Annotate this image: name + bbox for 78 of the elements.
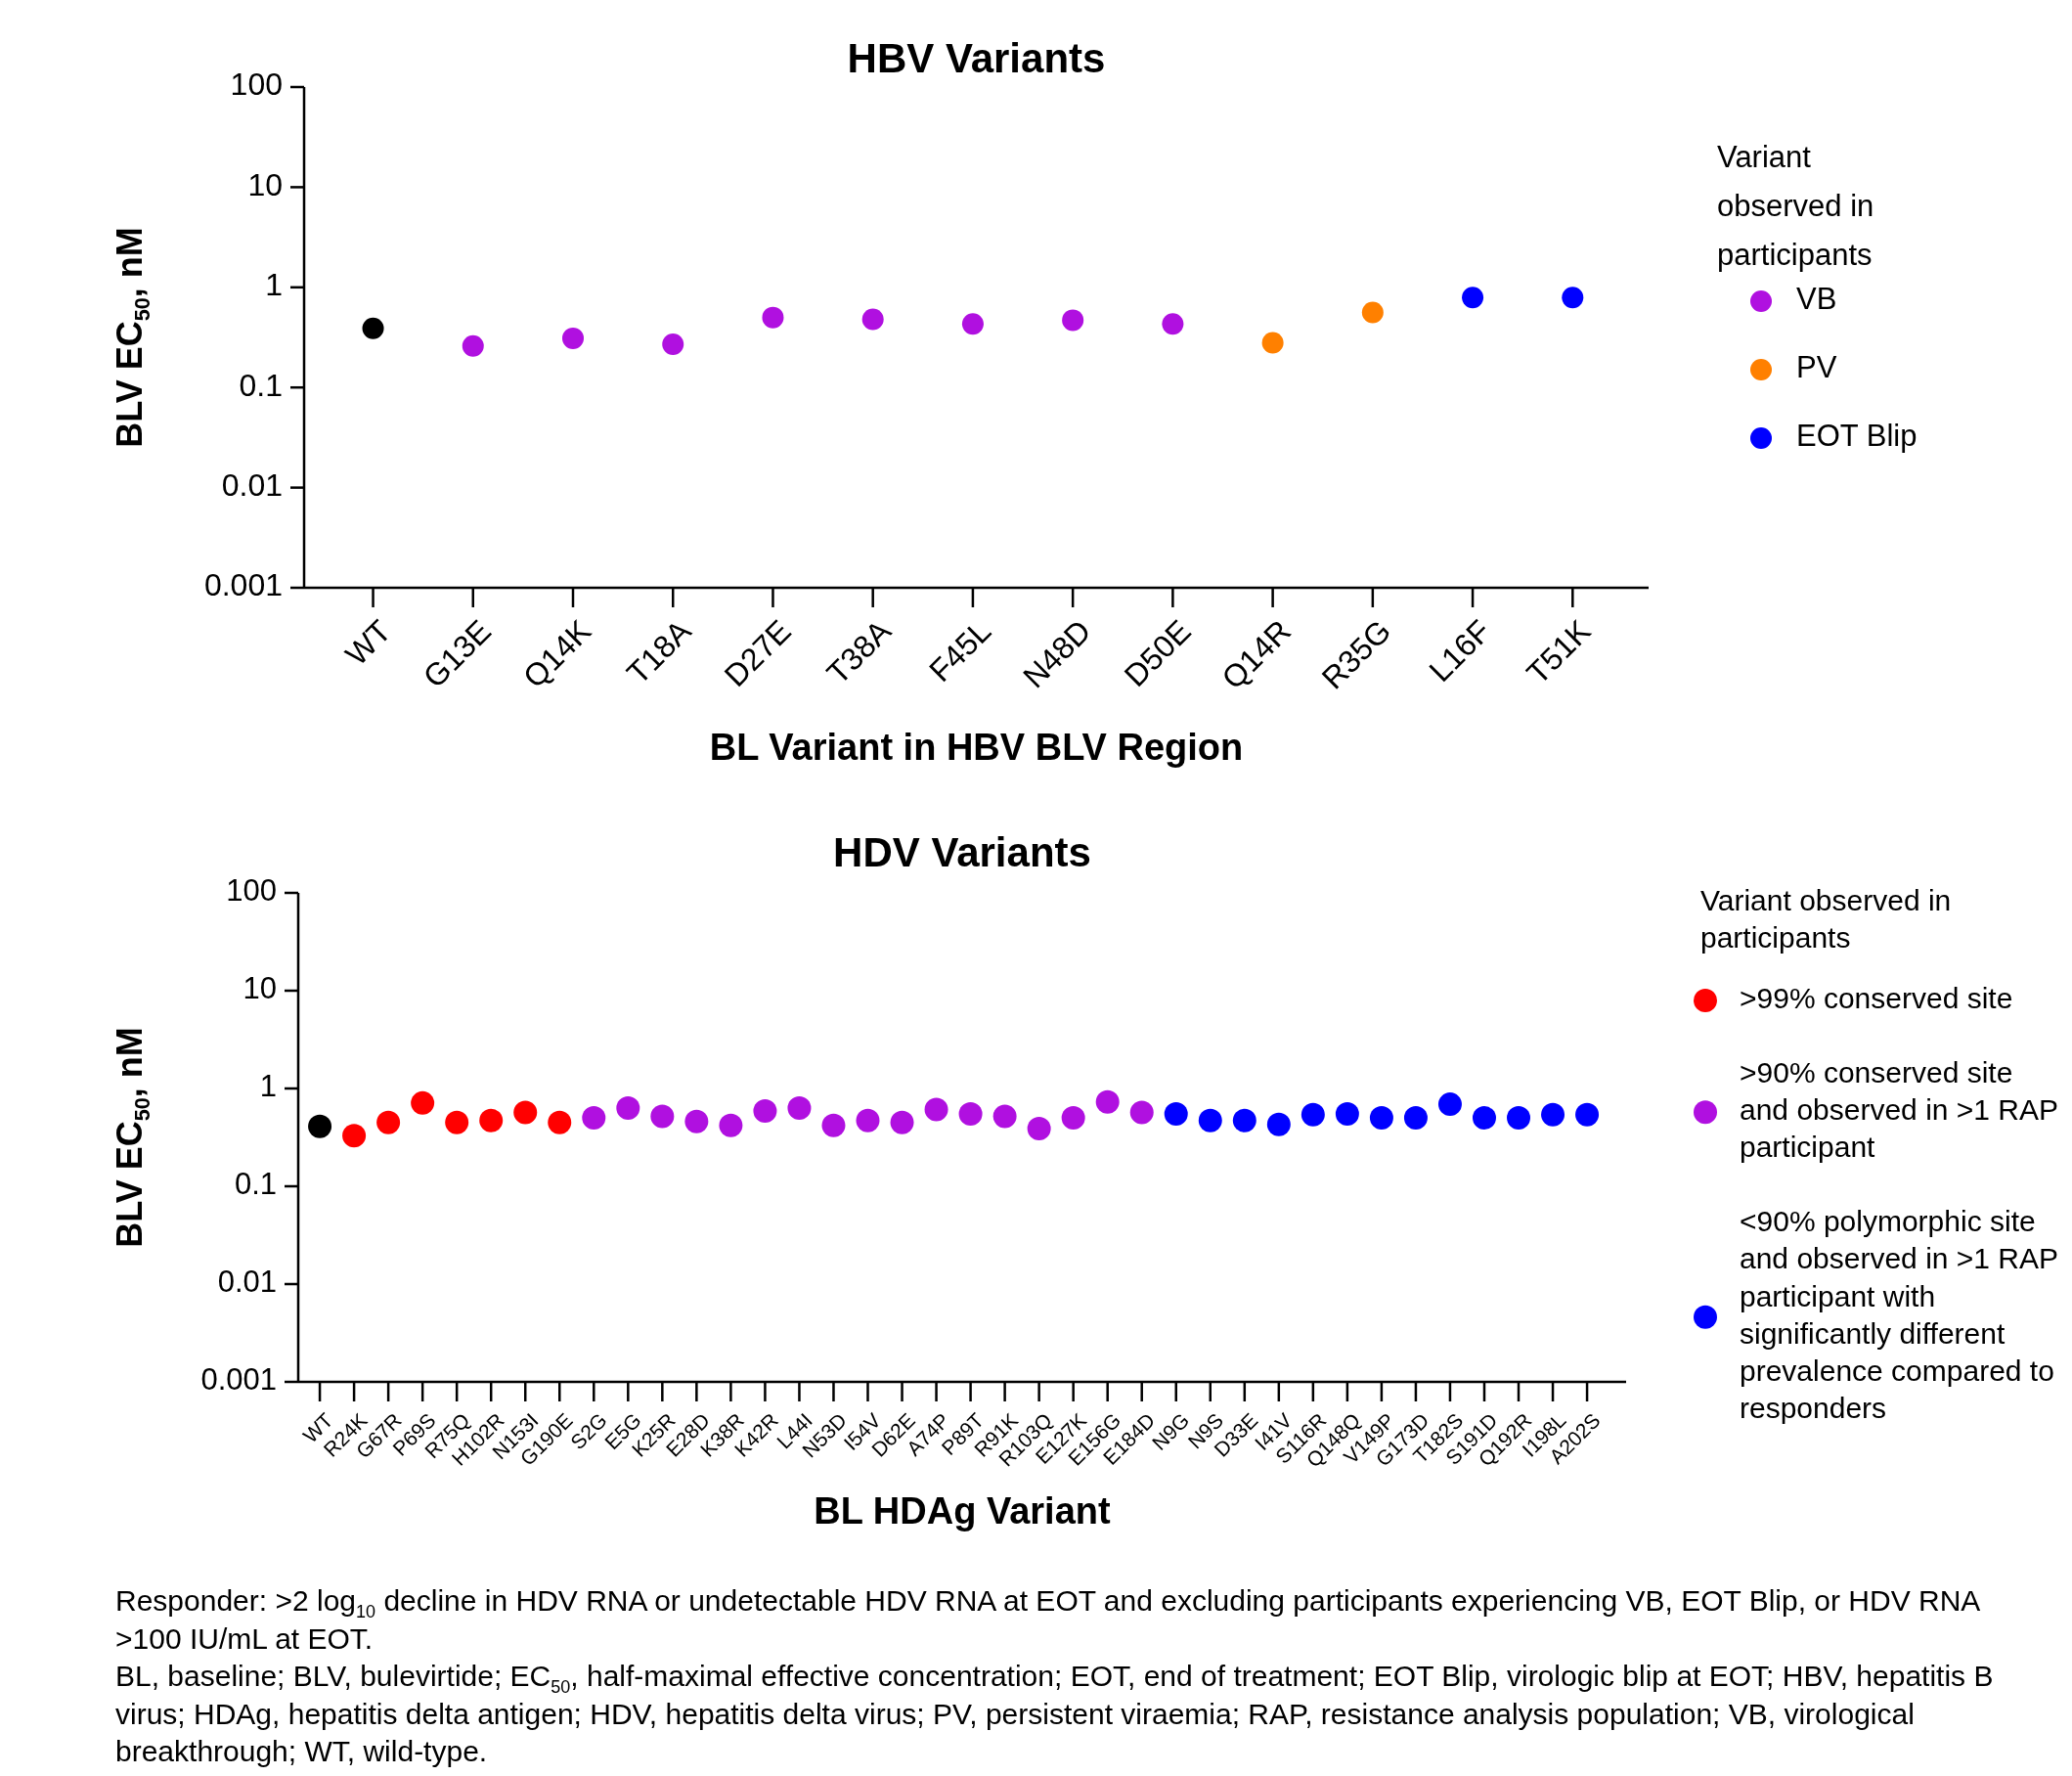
point	[684, 1109, 709, 1133]
point	[1061, 1106, 1085, 1131]
text: Responder: >2 log$_{10}$ decline in HDV RNA or undetectable HDV RNA at EOT and excluding participants experiencing VB, EOT Blip, or HDV RNA >100 IU/mL at EOT.	[115, 1583, 1981, 1655]
point	[479, 1108, 504, 1132]
chart-title: HBV Variants	[847, 35, 1106, 82]
point	[1164, 1101, 1188, 1126]
point	[1162, 313, 1184, 335]
point	[650, 1104, 675, 1129]
point	[1301, 1102, 1325, 1127]
point	[582, 1106, 606, 1131]
chart-title: HDV Variants	[833, 829, 1091, 876]
point	[616, 1096, 640, 1121]
point	[1369, 1106, 1393, 1131]
point	[1361, 301, 1384, 324]
legend-label: EOT Blip	[1796, 419, 1918, 454]
point	[719, 1113, 743, 1137]
point	[1403, 1106, 1428, 1131]
point	[662, 333, 684, 356]
y-tick-label: 100	[226, 873, 277, 909]
point	[762, 306, 784, 329]
point	[924, 1097, 948, 1122]
point	[1437, 1092, 1462, 1117]
point	[958, 1101, 983, 1126]
y-tick-label: 0.1	[234, 1167, 277, 1202]
point	[1095, 1089, 1120, 1114]
point	[861, 308, 884, 331]
point	[1129, 1100, 1154, 1125]
point	[362, 317, 384, 339]
y-tick-label: 1	[259, 1069, 277, 1104]
point	[445, 1110, 469, 1134]
y-tick-label: 100	[230, 67, 283, 103]
point	[1507, 1106, 1531, 1131]
legend-title: Variant observed in participants	[1717, 140, 1874, 273]
point	[753, 1098, 777, 1123]
point	[992, 1104, 1017, 1129]
point	[342, 1124, 367, 1148]
point	[856, 1108, 880, 1132]
point	[1062, 309, 1084, 332]
point	[1562, 287, 1584, 309]
legend-label: >90% conserved site and observed in >1 RAP participant	[1740, 1056, 2059, 1164]
point	[1472, 1106, 1496, 1131]
point	[1575, 1102, 1600, 1127]
point	[821, 1113, 846, 1137]
point	[1462, 287, 1484, 309]
y-tick-label: 0.1	[239, 367, 283, 403]
point	[1027, 1116, 1051, 1140]
legend-label: PV	[1796, 350, 1837, 385]
legend-label: >99% conserved site	[1740, 981, 2013, 1014]
point	[513, 1100, 538, 1125]
point	[548, 1110, 572, 1134]
legend-label: VB	[1796, 282, 1837, 317]
point	[562, 327, 584, 349]
point	[411, 1090, 435, 1115]
point	[1232, 1108, 1256, 1132]
point	[308, 1114, 332, 1138]
x-axis-title: BL Variant in HBV BLV Region	[709, 727, 1244, 769]
x-tick-label: WT	[338, 612, 398, 673]
y-tick-label: 10	[247, 166, 283, 202]
point	[890, 1110, 914, 1134]
y-tick-label: 1	[265, 267, 283, 303]
point	[1261, 332, 1284, 354]
legend-title: Variant observed in participants	[1700, 883, 1952, 954]
x-axis-title: BL HDAg Variant	[814, 1490, 1112, 1532]
point	[1266, 1112, 1291, 1136]
point	[1541, 1102, 1565, 1127]
point	[462, 334, 484, 357]
point	[376, 1110, 401, 1134]
point	[1198, 1108, 1222, 1132]
point	[787, 1096, 812, 1121]
y-tick-label: 0.01	[217, 1265, 277, 1300]
y-tick-label: 0.001	[200, 1362, 277, 1398]
text: BL, baseline; BLV, bulevirtide; EC$_{50}$, half-maximal effective concentration; EOT, end of treatment; EOT Blip, virologic blip at EOT; HBV, hepatitis B virus; HDAg, hepatitis delta antigen; HDV, hepatitis delta virus; PV, persistent viraemia; RAP, resistance analysis population; VB, virological breakthrough; WT, wild-type.	[115, 1659, 1994, 1767]
y-tick-label: 0.01	[221, 467, 283, 504]
point	[961, 313, 984, 335]
point	[1335, 1101, 1359, 1126]
y-tick-label: 10	[242, 971, 277, 1006]
legend-label: <90% polymorphic site and observed in >1 RAP participant with significantly different prevalence compared to responders	[1740, 1205, 2059, 1424]
y-tick-label: 0.001	[203, 567, 283, 603]
